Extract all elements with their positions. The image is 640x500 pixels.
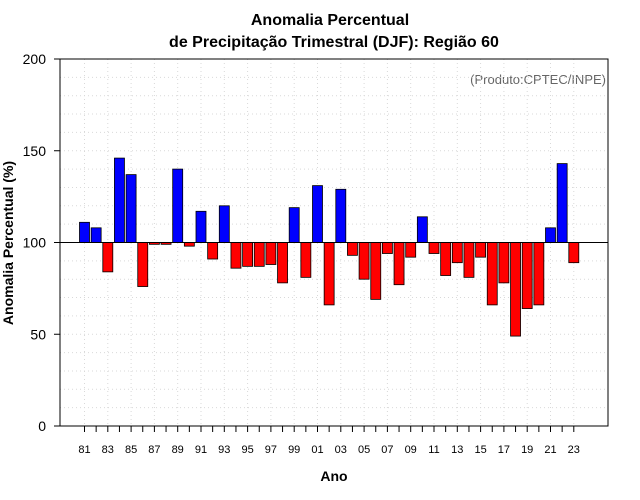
bar-1986 — [137, 242, 149, 287]
bar-1982 — [90, 227, 102, 243]
bar-1992 — [207, 242, 219, 260]
bar-2010 — [416, 216, 428, 243]
x-tick-label: 07 — [381, 444, 393, 456]
y-axis-label: Anomalia Percentual (%) — [0, 161, 16, 325]
bar-1985 — [125, 174, 137, 243]
bar-2006 — [370, 242, 382, 300]
x-tick-label: 11 — [428, 444, 439, 456]
x-tick-label: 91 — [195, 444, 207, 456]
x-tick-label: 87 — [148, 444, 160, 456]
x-tick-label: 97 — [265, 444, 277, 456]
bar-1991 — [195, 210, 207, 243]
bar-2007 — [381, 242, 393, 254]
x-tick-label: 19 — [521, 444, 533, 456]
x-tick-label: 03 — [335, 444, 347, 456]
bar-2017 — [498, 242, 510, 284]
chart-title-line-1: Anomalia Percentual — [251, 12, 409, 29]
bar-2018 — [510, 242, 521, 337]
x-tick-label: 15 — [474, 444, 486, 456]
bar-1989 — [172, 168, 184, 243]
bar-1996 — [253, 242, 265, 267]
axes-layer: 0 50 100 150 200 81 83 85 87 89 91 93 95 97 99 01 03 05 07… — [23, 51, 609, 456]
bar-2020 — [533, 242, 545, 306]
bar-2002 — [323, 242, 335, 306]
bar-2014 — [463, 242, 475, 278]
bar-2000 — [300, 242, 312, 278]
x-tick-label: 23 — [568, 444, 580, 456]
bar-1995 — [242, 242, 254, 267]
x-tick-label: 83 — [102, 444, 114, 456]
x-tick-label: 09 — [405, 444, 417, 456]
y-tick-label: 0 — [38, 418, 46, 434]
bar-2021 — [545, 227, 556, 243]
bar-2012 — [440, 242, 452, 276]
bar-2008 — [393, 242, 405, 286]
x-tick-label: 95 — [241, 444, 253, 456]
y-tick-label: 200 — [23, 51, 47, 67]
y-tick-label: 100 — [23, 235, 47, 251]
x-tick-label: 01 — [311, 444, 323, 456]
bar-2015 — [475, 242, 487, 258]
x-tick-label: 89 — [172, 444, 184, 456]
x-tick-label: 99 — [288, 444, 300, 456]
bar-1999 — [288, 207, 300, 243]
chart-title-line-2: de Precipitação Trimestral (DJF): Região… — [169, 34, 499, 51]
x-tick-label: 17 — [498, 444, 510, 456]
bar-2001 — [312, 185, 323, 243]
bar-2016 — [486, 242, 498, 306]
bar-1981 — [79, 221, 90, 243]
x-tick-label: 93 — [218, 444, 230, 456]
source-credit: (Produto:CPTEC/INPE) — [470, 72, 606, 87]
bar-2011 — [428, 242, 440, 254]
bar-2019 — [521, 242, 533, 309]
bar-2022 — [556, 163, 568, 243]
bar-1983 — [102, 242, 114, 273]
x-tick-label: 21 — [544, 444, 556, 456]
bar-1990 — [183, 242, 195, 247]
x-tick-label: 85 — [125, 444, 137, 456]
bar-2013 — [451, 242, 463, 264]
bar-2009 — [405, 242, 417, 258]
bar-2005 — [358, 242, 370, 280]
bar-1994 — [230, 242, 242, 269]
y-tick-label: 150 — [23, 143, 47, 159]
bar-1998 — [277, 242, 288, 284]
x-tick-label: 05 — [358, 444, 370, 456]
bar-1984 — [114, 157, 125, 243]
bar-1997 — [265, 242, 277, 265]
x-axis-label: Ano — [320, 468, 347, 484]
x-tick-label: 81 — [78, 444, 90, 456]
y-tick-label: 50 — [30, 326, 46, 342]
bar-2003 — [335, 188, 347, 243]
x-tick-label: 13 — [451, 444, 463, 456]
bar-2004 — [347, 242, 358, 256]
bar-1993 — [218, 205, 230, 243]
bar-2023 — [568, 242, 580, 264]
bars-layer — [79, 157, 580, 337]
